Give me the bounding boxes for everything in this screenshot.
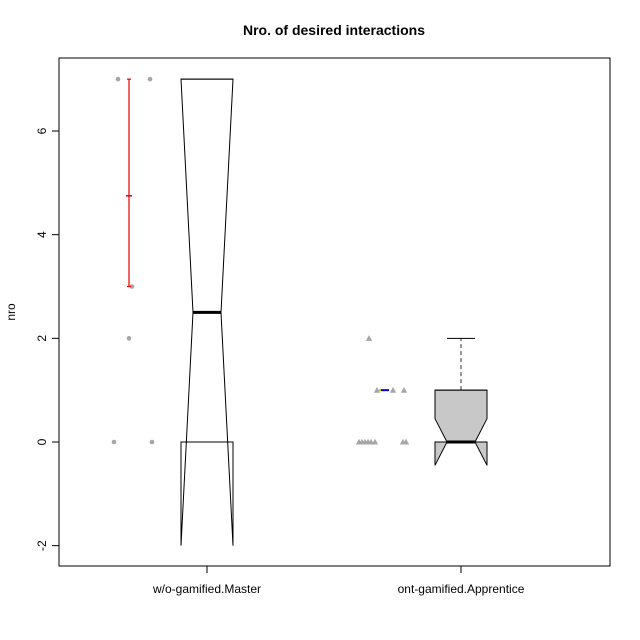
- y-axis-label: nro: [4, 303, 18, 321]
- data-point: [400, 386, 408, 393]
- x-tick-label: w/o-gamified.Master: [152, 582, 261, 596]
- y-tick-label: 4: [35, 231, 49, 238]
- boxes: [180, 78, 488, 546]
- data-point: [365, 335, 373, 341]
- x-tick-label: ont-gamified.Apprentice: [398, 582, 525, 596]
- chart-title: Nro. of desired interactions: [243, 22, 425, 38]
- data-point: [111, 439, 117, 445]
- y-tick-label: -2: [35, 540, 49, 551]
- mean-error-bars: [126, 78, 389, 392]
- data-point: [115, 76, 121, 82]
- data-point: [371, 438, 379, 445]
- y-tick-label: 2: [35, 335, 49, 342]
- data-point: [389, 386, 397, 393]
- y-tick-label: 0: [35, 438, 49, 445]
- y-axis: -2 0 2 4 6: [35, 127, 60, 551]
- notched-box: [434, 389, 488, 466]
- data-point: [373, 386, 381, 393]
- data-point: [149, 439, 155, 445]
- y-tick-label: 6: [35, 127, 49, 134]
- data-point: [129, 284, 135, 289]
- data-point: [402, 438, 410, 445]
- data-point: [147, 76, 153, 82]
- data-point: [126, 336, 132, 341]
- jitter-points: [111, 76, 410, 445]
- x-axis: w/o-gamified.Master ont-gamified.Apprenti…: [152, 565, 525, 596]
- plot-frame: [58, 57, 611, 567]
